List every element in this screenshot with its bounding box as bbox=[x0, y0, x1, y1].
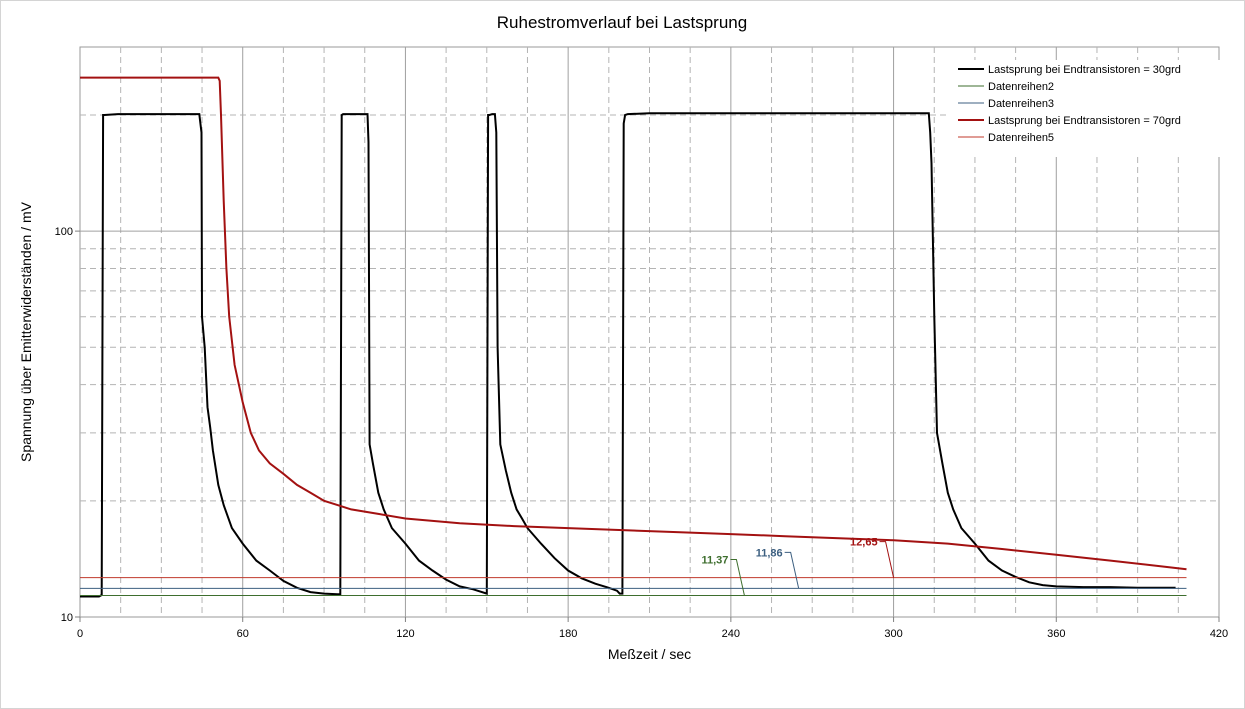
y-axis-title: Spannung über Emitterwiderständen / mV bbox=[18, 201, 34, 462]
legend-entry: Lastsprung bei Endtransistoren = 70grd bbox=[988, 115, 1181, 127]
annotation-leader bbox=[730, 558, 745, 596]
legend-entry: Datenreihen2 bbox=[988, 81, 1054, 93]
x-axis-title: Meßzeit / sec bbox=[608, 646, 691, 662]
series-line-1 bbox=[80, 112, 1176, 598]
x-tick-label: 420 bbox=[1210, 628, 1228, 640]
series-layer bbox=[80, 76, 1187, 598]
annotation-label: 12,65 bbox=[850, 537, 878, 549]
axes: 0 60 120 180 240 300 360 420 10 100 bbox=[55, 226, 1229, 640]
legend-entry: Datenreihen3 bbox=[988, 98, 1054, 110]
legend-entry: Lastsprung bei Endtransistoren = 30grd bbox=[988, 64, 1181, 76]
x-tick-label: 120 bbox=[396, 628, 414, 640]
legend-entry: Datenreihen5 bbox=[988, 132, 1054, 144]
legend-box bbox=[950, 60, 1220, 157]
series-line-4 bbox=[80, 76, 1187, 571]
y-tick-label: 100 bbox=[55, 226, 73, 238]
x-tick-label: 360 bbox=[1047, 628, 1065, 640]
chart-title: Ruhestromverlauf bei Lastsprung bbox=[497, 13, 747, 32]
y-tick-label: 10 bbox=[61, 612, 73, 624]
annotation-label: 11,37 bbox=[701, 554, 728, 566]
annotations: 11,37 11,86 12,65 bbox=[701, 537, 895, 596]
annotation-label: 11,86 bbox=[756, 547, 783, 559]
x-tick-label: 60 bbox=[237, 628, 249, 640]
annotation-leader bbox=[784, 551, 800, 589]
x-tick-label: 240 bbox=[722, 628, 740, 640]
x-tick-label: 180 bbox=[559, 628, 577, 640]
annotation-leader bbox=[879, 541, 895, 578]
x-tick-label: 300 bbox=[884, 628, 902, 640]
x-tick-label: 0 bbox=[77, 628, 83, 640]
legend: Lastsprung bei Endtransistoren = 30grd Da… bbox=[950, 60, 1220, 157]
